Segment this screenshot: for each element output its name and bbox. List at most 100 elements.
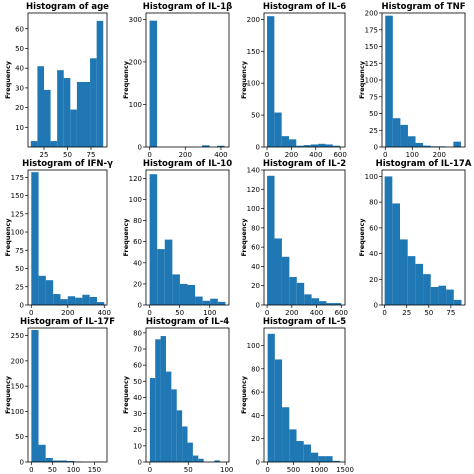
histogram-bar bbox=[198, 458, 204, 462]
histogram-bar bbox=[67, 296, 76, 305]
x-tick-label: 0 bbox=[265, 309, 269, 317]
x-tick-label: 50 bbox=[63, 151, 72, 159]
y-tick-label: 20 bbox=[133, 280, 142, 288]
histogram-bar bbox=[289, 277, 297, 305]
histogram-bar bbox=[30, 141, 38, 147]
y-tick-label: 75 bbox=[369, 93, 378, 101]
histogram-bar bbox=[179, 283, 188, 305]
histogram-bar bbox=[45, 457, 53, 462]
y-axis-label: Frequency bbox=[240, 218, 248, 257]
histogram-bar bbox=[76, 81, 84, 147]
x-tick-label: 25 bbox=[402, 309, 411, 317]
histogram-bar bbox=[70, 109, 77, 147]
histogram-panel: Histogram of age Frequency 25 50 75 10 20 30 40 5… bbox=[4, 2, 109, 159]
histogram-bar bbox=[176, 410, 183, 462]
histogram-bar bbox=[438, 285, 447, 305]
y-tick-label: 0 bbox=[138, 302, 142, 310]
y-tick-label: 50 bbox=[251, 112, 260, 120]
histogram-bar bbox=[332, 460, 340, 462]
x-tick-label: 200 bbox=[61, 309, 74, 317]
histogram-bar bbox=[96, 302, 105, 305]
y-tick-label: 20 bbox=[251, 282, 260, 290]
histogram-bar bbox=[296, 282, 305, 305]
y-tick-label: 125 bbox=[11, 210, 24, 218]
histogram-bar bbox=[59, 460, 68, 462]
y-tick-label: 200 bbox=[365, 10, 378, 18]
axes-frame bbox=[263, 327, 346, 463]
y-tick-label: 40 bbox=[15, 65, 24, 73]
y-tick-label: 140 bbox=[247, 167, 260, 175]
y-tick-label: 0 bbox=[256, 459, 260, 467]
histogram-bar bbox=[187, 442, 193, 462]
histogram-bar bbox=[326, 303, 334, 305]
y-tick-label: 100 bbox=[129, 101, 142, 109]
y-tick-label: 60 bbox=[15, 25, 24, 33]
histogram-bar bbox=[67, 460, 75, 462]
x-tick-label: 200 bbox=[179, 151, 192, 159]
y-tick-label: 200 bbox=[129, 58, 142, 66]
chart-title: Histogram of IL-17A bbox=[376, 159, 472, 169]
y-tick-label: 120 bbox=[129, 175, 142, 183]
y-tick-label: 80 bbox=[251, 224, 260, 232]
chart-title: Histogram of IL-5 bbox=[263, 317, 346, 327]
x-tick-label: 600 bbox=[335, 309, 348, 317]
histogram-bar bbox=[296, 145, 304, 147]
histogram-bar bbox=[149, 20, 158, 147]
y-axis-label: Frequency bbox=[4, 218, 12, 257]
y-tick-label: 250 bbox=[11, 332, 24, 340]
x-tick-label: 75 bbox=[446, 309, 455, 317]
y-tick-label: 50 bbox=[15, 433, 24, 441]
histogram-bar bbox=[37, 66, 44, 147]
histogram-panel: Histogram of IFN-γ Frequency 0 200 400 0 25 50 7… bbox=[4, 159, 113, 317]
y-tick-label: 20 bbox=[15, 104, 24, 112]
x-tick-label: 0 bbox=[147, 309, 151, 317]
y-axis-label: Frequency bbox=[358, 60, 366, 99]
x-tick-label: 1000 bbox=[310, 466, 328, 474]
histogram-bar bbox=[217, 301, 226, 305]
histogram-bar bbox=[45, 280, 54, 305]
y-tick-label: 100 bbox=[11, 229, 24, 237]
histogram-bar bbox=[407, 256, 416, 305]
histogram-bar bbox=[31, 330, 39, 462]
x-tick-label: 0 bbox=[382, 309, 386, 317]
y-tick-label: 0 bbox=[374, 144, 378, 152]
histogram-panel: Histogram of IL-17A Frequency 0 25 50 75 0 20 40… bbox=[358, 159, 472, 317]
y-axis-label: Frequency bbox=[122, 60, 130, 99]
histogram-bar bbox=[318, 456, 326, 462]
chart-title: Histogram of IL-10 bbox=[143, 159, 232, 169]
histogram-bar bbox=[281, 136, 289, 147]
x-tick-label: 100 bbox=[220, 466, 233, 474]
x-tick-label: 200 bbox=[433, 151, 446, 159]
histogram-bar bbox=[202, 300, 211, 305]
y-tick-label: 100 bbox=[365, 173, 378, 181]
axes-frame bbox=[145, 169, 230, 306]
axes-frame bbox=[263, 12, 346, 148]
chart-title: Histogram of IL-4 bbox=[146, 317, 229, 327]
y-tick-label: 20 bbox=[369, 276, 378, 284]
histogram-panel: Histogram of TNF Frequency 0 100 200 0 25 50 75 1… bbox=[358, 2, 466, 159]
histogram-bar bbox=[303, 444, 311, 462]
x-tick-label: 50 bbox=[184, 466, 193, 474]
x-tick-label: 400 bbox=[309, 151, 322, 159]
x-tick-label: 75 bbox=[87, 151, 96, 159]
histogram-bar bbox=[89, 296, 97, 305]
x-tick-label: 1500 bbox=[336, 466, 354, 474]
histogram-panel: Histogram of IL-2 Frequency 0 200 400 600 0 20 4… bbox=[240, 159, 348, 317]
histogram-bar bbox=[274, 359, 283, 462]
y-tick-label: 50 bbox=[133, 378, 142, 386]
histogram-bar bbox=[38, 275, 46, 305]
histogram-bar bbox=[289, 429, 297, 462]
histogram-bar bbox=[274, 112, 282, 147]
histogram-bar bbox=[281, 256, 290, 305]
x-tick-label: 50 bbox=[48, 466, 57, 474]
histogram-bar bbox=[57, 70, 64, 147]
histogram-bar bbox=[282, 407, 290, 462]
y-tick-label: 100 bbox=[365, 77, 378, 85]
histogram-bar bbox=[310, 144, 319, 147]
histogram-bar bbox=[182, 426, 188, 462]
histogram-bar bbox=[392, 203, 401, 305]
axes-frame bbox=[145, 327, 230, 463]
histogram-bar bbox=[217, 145, 225, 147]
y-axis-label: Frequency bbox=[4, 375, 12, 414]
